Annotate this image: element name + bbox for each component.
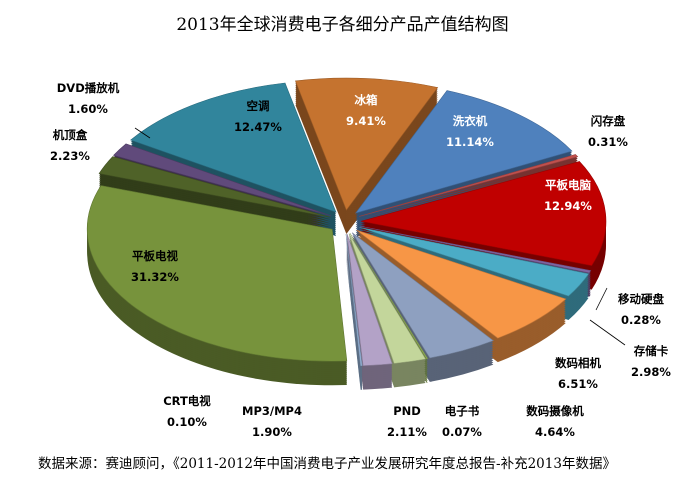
slice-side-2 [359, 158, 578, 221]
slice-label-name: 闪存盘 [590, 114, 626, 128]
slice-label-value: 2.23% [50, 149, 90, 163]
slice-label: 洗衣机 11.14% [446, 111, 494, 153]
leader-line [595, 287, 608, 311]
pie-slice[interactable] [130, 82, 337, 213]
slice-label-value: 0.10% [167, 415, 207, 429]
slice-label-name: 冰箱 [354, 93, 378, 107]
pie-slice[interactable] [351, 232, 494, 359]
slice-label-value: 12.94% [544, 199, 592, 213]
slice-label: 机顶盒 2.23% [50, 125, 90, 167]
pie-slice[interactable] [359, 154, 579, 217]
pie-slice[interactable] [359, 226, 590, 297]
slice-label-name: CRT电视 [163, 394, 211, 408]
slice-label: PND 2.11% [387, 401, 427, 443]
pie-slice[interactable] [349, 233, 429, 360]
slice-label: 电子书 0.07% [442, 401, 482, 443]
slice-label-value: 6.51% [558, 377, 598, 391]
slice-label-value: 2.11% [387, 425, 427, 439]
slice-label-value: 12.47% [234, 120, 282, 134]
pie-slice[interactable] [360, 161, 607, 267]
slice-label: 移动硬盘 0.28% [618, 289, 664, 331]
slice-label-name: DVD播放机 [56, 81, 120, 95]
slice-label: 空调 12.47% [234, 96, 282, 138]
slice-label-name: 洗衣机 [452, 114, 488, 128]
chart-title: 2013年全球消费电子各细分产品产值结构图 [176, 15, 509, 35]
slice-label-value: 2.98% [631, 365, 671, 379]
slice-label: 数码摄像机 4.64% [526, 401, 584, 443]
slice-label-name: 数码摄像机 [526, 404, 584, 418]
leader-line [134, 127, 151, 139]
pie-slice[interactable] [98, 156, 331, 218]
slice-label-name: MP3/MP4 [242, 404, 302, 418]
slice-label-name: PND [393, 404, 421, 418]
source-note: 数据来源：赛迪顾问，《2011-2012年中国消费电子产业发展研究年度总报告-补… [38, 456, 616, 472]
slice-label-name: 机顶盒 [52, 128, 88, 142]
slice-label: 冰箱 9.41% [346, 90, 386, 132]
slice-label-name: 电子书 [444, 404, 480, 418]
pie-slice[interactable] [295, 77, 439, 211]
pie-slice[interactable] [86, 185, 348, 362]
slice-label-value: 9.41% [346, 114, 386, 128]
slice-label-value: 11.14% [446, 135, 494, 149]
slice-label-name: 空调 [246, 99, 270, 113]
slice-label-value: 0.28% [621, 313, 661, 327]
slice-label: 数码相机 6.51% [555, 353, 601, 395]
slice-label: 存储卡 2.98% [631, 341, 671, 383]
slice-label-name: 平板电脑 [545, 178, 591, 192]
slice-label: 平板电脑 12.94% [544, 175, 592, 217]
slice-label: 平板电视 31.32% [131, 246, 179, 288]
pie-slice[interactable] [356, 229, 567, 339]
slice-label-name: 数码相机 [555, 356, 601, 370]
pie-slice[interactable] [346, 233, 393, 366]
pie-slice[interactable] [348, 233, 427, 364]
slice-label: MP3/MP4 1.90% [242, 401, 302, 443]
slice-label-value: 31.32% [131, 270, 179, 284]
slice-label: CRT电视 0.10% [163, 391, 211, 433]
slice-label: DVD播放机 1.60% [57, 78, 120, 120]
pie-slice[interactable] [345, 233, 363, 367]
slice-label-value: 0.07% [442, 425, 482, 439]
slice-label-value: 4.64% [535, 425, 575, 439]
pie-slice[interactable] [359, 225, 592, 274]
slice-label-name: 移动硬盘 [618, 292, 664, 306]
slice-label-name: 存储卡 [633, 344, 669, 358]
slice-label-value: 0.31% [588, 135, 628, 149]
slice-label-value: 1.60% [68, 102, 108, 116]
slice-label-name: 平板电视 [132, 249, 178, 263]
leader-line [589, 319, 626, 346]
slice-label-value: 1.90% [252, 425, 292, 439]
pie-slice[interactable] [354, 90, 573, 214]
slice-label: 闪存盘 0.31% [588, 111, 628, 153]
pie-slice[interactable] [113, 143, 332, 217]
